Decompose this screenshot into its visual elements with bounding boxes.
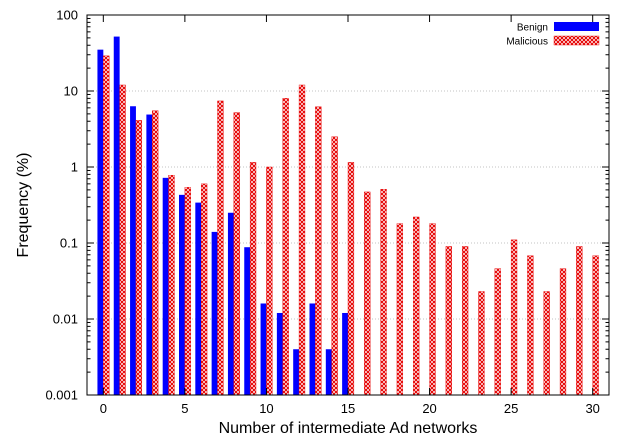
malicious-bar <box>592 255 599 396</box>
x-tick-label: 15 <box>341 401 355 416</box>
malicious-bar <box>266 166 273 396</box>
y-tick-label: 0.1 <box>60 236 78 251</box>
malicious-bar <box>494 268 501 396</box>
y-axis-title: Frequency (%) <box>15 153 32 258</box>
y-tick-label: 100 <box>56 8 78 23</box>
x-tick-label: 30 <box>585 401 599 416</box>
malicious-bar <box>413 216 420 396</box>
x-axis-title: Number of intermediate Ad networks <box>219 420 478 437</box>
benign-bar <box>162 177 169 395</box>
benign-bar <box>342 312 348 395</box>
malicious-bar <box>543 291 550 396</box>
x-tick-label: 20 <box>422 401 436 416</box>
benign-bar <box>244 247 251 395</box>
malicious-bar <box>249 162 257 396</box>
y-tick-label: 10 <box>64 84 78 99</box>
legend-swatch-malicious <box>553 35 600 46</box>
malicious-bar <box>217 100 224 396</box>
malicious-bar <box>576 246 583 396</box>
malicious-bar <box>298 84 306 396</box>
benign-bar <box>146 114 153 395</box>
malicious-bar <box>103 55 110 396</box>
malicious-bar <box>461 246 469 396</box>
legend-swatch-benign <box>554 22 599 31</box>
benign-bar <box>309 303 316 395</box>
legend: Benign Malicious <box>506 22 600 48</box>
malicious-bar <box>233 112 240 396</box>
malicious-bar <box>364 191 371 396</box>
malicious-bar <box>510 239 518 396</box>
malicious-bar <box>331 136 338 396</box>
malicious-bar <box>445 246 452 396</box>
benign-bar <box>130 106 136 395</box>
x-tick-label: 25 <box>504 401 518 416</box>
malicious-bar <box>135 120 143 396</box>
benign-bar <box>227 212 234 395</box>
x-tick-label: 10 <box>259 401 273 416</box>
benign-bar <box>293 349 300 395</box>
benign-bar <box>276 312 283 395</box>
malicious-bar <box>315 106 322 396</box>
malicious-bar <box>380 189 387 396</box>
x-tick-label: 0 <box>100 401 107 416</box>
malicious-bar <box>478 291 485 396</box>
benign-bar <box>260 303 267 395</box>
malicious-bar <box>200 183 208 396</box>
malicious-bar <box>347 162 355 396</box>
legend-label-malicious: Malicious <box>506 37 548 48</box>
malicious-bar <box>184 187 191 396</box>
benign-bar <box>179 194 185 395</box>
malicious-bar <box>152 110 159 396</box>
y-tick-label: 1 <box>71 160 78 175</box>
malicious-bar <box>282 98 289 396</box>
y-tick-label: 0.01 <box>53 312 78 327</box>
benign-bar <box>195 202 202 395</box>
benign-bar <box>325 349 332 395</box>
benign-bar <box>113 36 120 396</box>
malicious-bar <box>429 223 436 396</box>
malicious-bar <box>396 223 404 396</box>
ticks-layer: 0.001 0.01 0.1 1 10 100 0 5 10 15 20 25 30 <box>45 8 609 416</box>
legend-label-benign: Benign <box>517 23 548 34</box>
malicious-bar <box>559 268 567 396</box>
benign-bar <box>211 231 218 395</box>
malicious-bar <box>527 255 534 396</box>
malicious-bar <box>119 84 126 396</box>
bars-layer <box>97 36 599 396</box>
malicious-bar <box>168 175 175 396</box>
benign-bar <box>97 49 104 396</box>
y-tick-label: 0.001 <box>45 388 78 403</box>
x-tick-label: 5 <box>181 401 188 416</box>
